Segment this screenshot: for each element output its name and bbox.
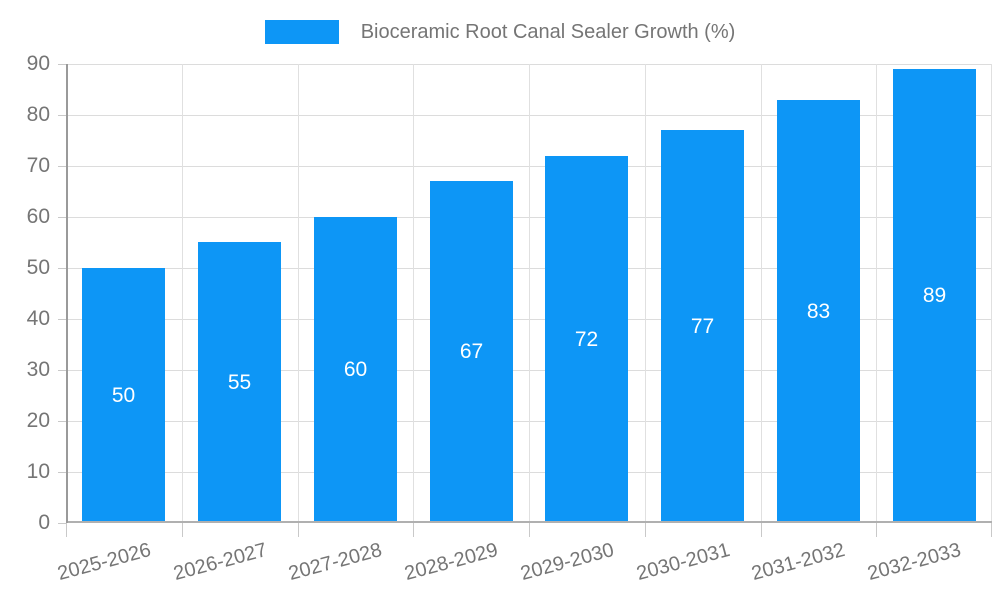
x-axis-tick-label: 2025-2026 <box>55 539 154 586</box>
y-axis-tick <box>58 115 66 116</box>
legend-swatch <box>264 20 339 44</box>
y-axis-tick-label: 20 <box>26 409 50 432</box>
bar-value-label: 83 <box>806 299 831 323</box>
x-axis-tick-label: 2027-2028 <box>286 539 385 586</box>
x-axis-tick <box>529 523 530 537</box>
y-axis-tick <box>58 370 66 371</box>
y-axis-tick-label: 0 <box>38 511 50 534</box>
bar: 50 <box>82 268 165 523</box>
x-axis-tick-label: 2032-2033 <box>865 539 964 586</box>
vertical-gridline <box>413 64 414 523</box>
y-axis-tick <box>58 472 66 473</box>
x-axis-tick <box>298 523 299 537</box>
x-axis-tick <box>876 523 877 537</box>
x-axis-tick-label: 2030-2031 <box>634 539 733 586</box>
vertical-gridline <box>182 64 183 523</box>
x-axis-line <box>66 521 992 523</box>
bar: 77 <box>661 130 744 523</box>
x-axis-tick <box>66 523 67 537</box>
x-axis-tick <box>182 523 183 537</box>
x-axis-tick-label: 2028-2029 <box>402 539 501 586</box>
y-axis-tick <box>58 319 66 320</box>
vertical-gridline <box>876 64 877 523</box>
y-axis-tick-label: 60 <box>26 205 50 228</box>
bar-value-label: 72 <box>574 327 599 351</box>
bar: 60 <box>314 217 397 523</box>
x-axis-tick <box>413 523 414 537</box>
vertical-gridline <box>645 64 646 523</box>
vertical-gridline <box>529 64 530 523</box>
bar: 89 <box>893 69 976 523</box>
vertical-gridline <box>761 64 762 523</box>
y-axis-tick-label: 30 <box>26 358 50 381</box>
x-axis-tick-label: 2026-2027 <box>171 539 270 586</box>
y-axis-tick <box>58 268 66 269</box>
vertical-gridline <box>298 64 299 523</box>
legend-label: Bioceramic Root Canal Sealer Growth (%) <box>360 20 736 43</box>
chart-legend[interactable]: Bioceramic Root Canal Sealer Growth (%) <box>0 14 1000 50</box>
y-axis-tick-label: 80 <box>26 103 50 126</box>
y-axis-tick-label: 70 <box>26 154 50 177</box>
bar: 55 <box>198 242 281 523</box>
x-axis-tick <box>761 523 762 537</box>
bar-value-label: 67 <box>459 340 484 363</box>
bar-value-label: 50 <box>111 383 136 407</box>
y-axis-tick <box>58 217 66 218</box>
x-axis-tick-label: 2031-2032 <box>749 539 848 586</box>
x-axis-tick <box>645 523 646 537</box>
x-axis-tick-label: 2029-2030 <box>518 539 617 586</box>
x-axis-tick <box>991 523 992 537</box>
y-axis-tick <box>58 166 66 167</box>
y-axis-tick-label: 50 <box>26 256 50 279</box>
y-axis-tick-label: 90 <box>26 52 50 75</box>
y-axis-tick <box>58 421 66 422</box>
y-axis-line <box>66 64 68 523</box>
y-axis-tick-label: 40 <box>26 307 50 330</box>
bar-value-label: 60 <box>343 358 368 381</box>
y-axis-tick <box>58 64 66 65</box>
bar-value-label: 55 <box>227 370 252 394</box>
y-axis-tick-label: 10 <box>26 460 50 483</box>
bar: 83 <box>777 100 860 523</box>
bar-value-label: 89 <box>922 284 947 307</box>
y-axis-tick <box>58 523 66 524</box>
bar: 72 <box>545 156 628 523</box>
bar-value-label: 77 <box>690 314 715 338</box>
vertical-gridline <box>991 64 992 523</box>
plot-area: 0 10 20 30 40 50 60 70 80 90 50 55 60 67 72 77 83 89 2025-… <box>27 52 992 585</box>
bar: 67 <box>430 181 513 523</box>
